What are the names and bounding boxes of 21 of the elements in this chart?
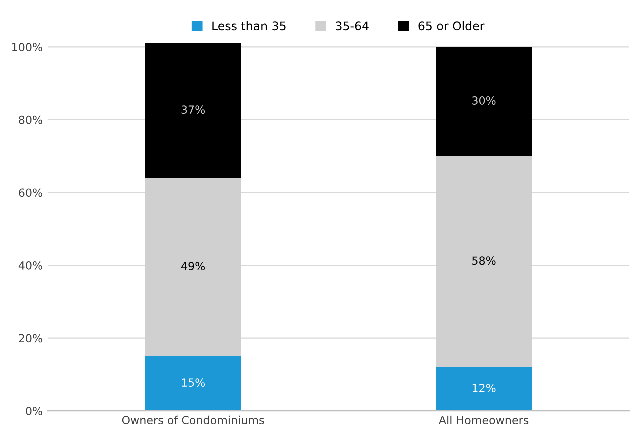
y-tick-label: 40%: [18, 261, 42, 270]
data-label: 15%: [182, 378, 206, 388]
data-label: 49%: [181, 262, 206, 271]
y-tick-label: 0%: [26, 407, 42, 416]
data-label: 58%: [472, 256, 496, 266]
y-tick-label: 20%: [19, 334, 42, 343]
data-label: 12%: [472, 384, 496, 392]
x-tick-label: Owners of Condominiums: [122, 416, 264, 425]
legend-label: 65 or Older: [418, 21, 485, 31]
y-tick-label: 100%: [12, 43, 42, 52]
y-tick-label: 60%: [19, 188, 42, 198]
data-label: 37%: [182, 106, 206, 114]
bar: [145, 44, 242, 178]
legend-label: 35-64: [336, 22, 369, 31]
bar: [436, 47, 532, 156]
bar: [145, 356, 242, 412]
bar: [436, 367, 532, 412]
data-label: 30%: [472, 96, 496, 105]
x-tick-label: All Homeowners: [439, 416, 529, 425]
y-tick-label: 80%: [19, 116, 42, 124]
legend-label: Less than 35: [212, 21, 286, 31]
